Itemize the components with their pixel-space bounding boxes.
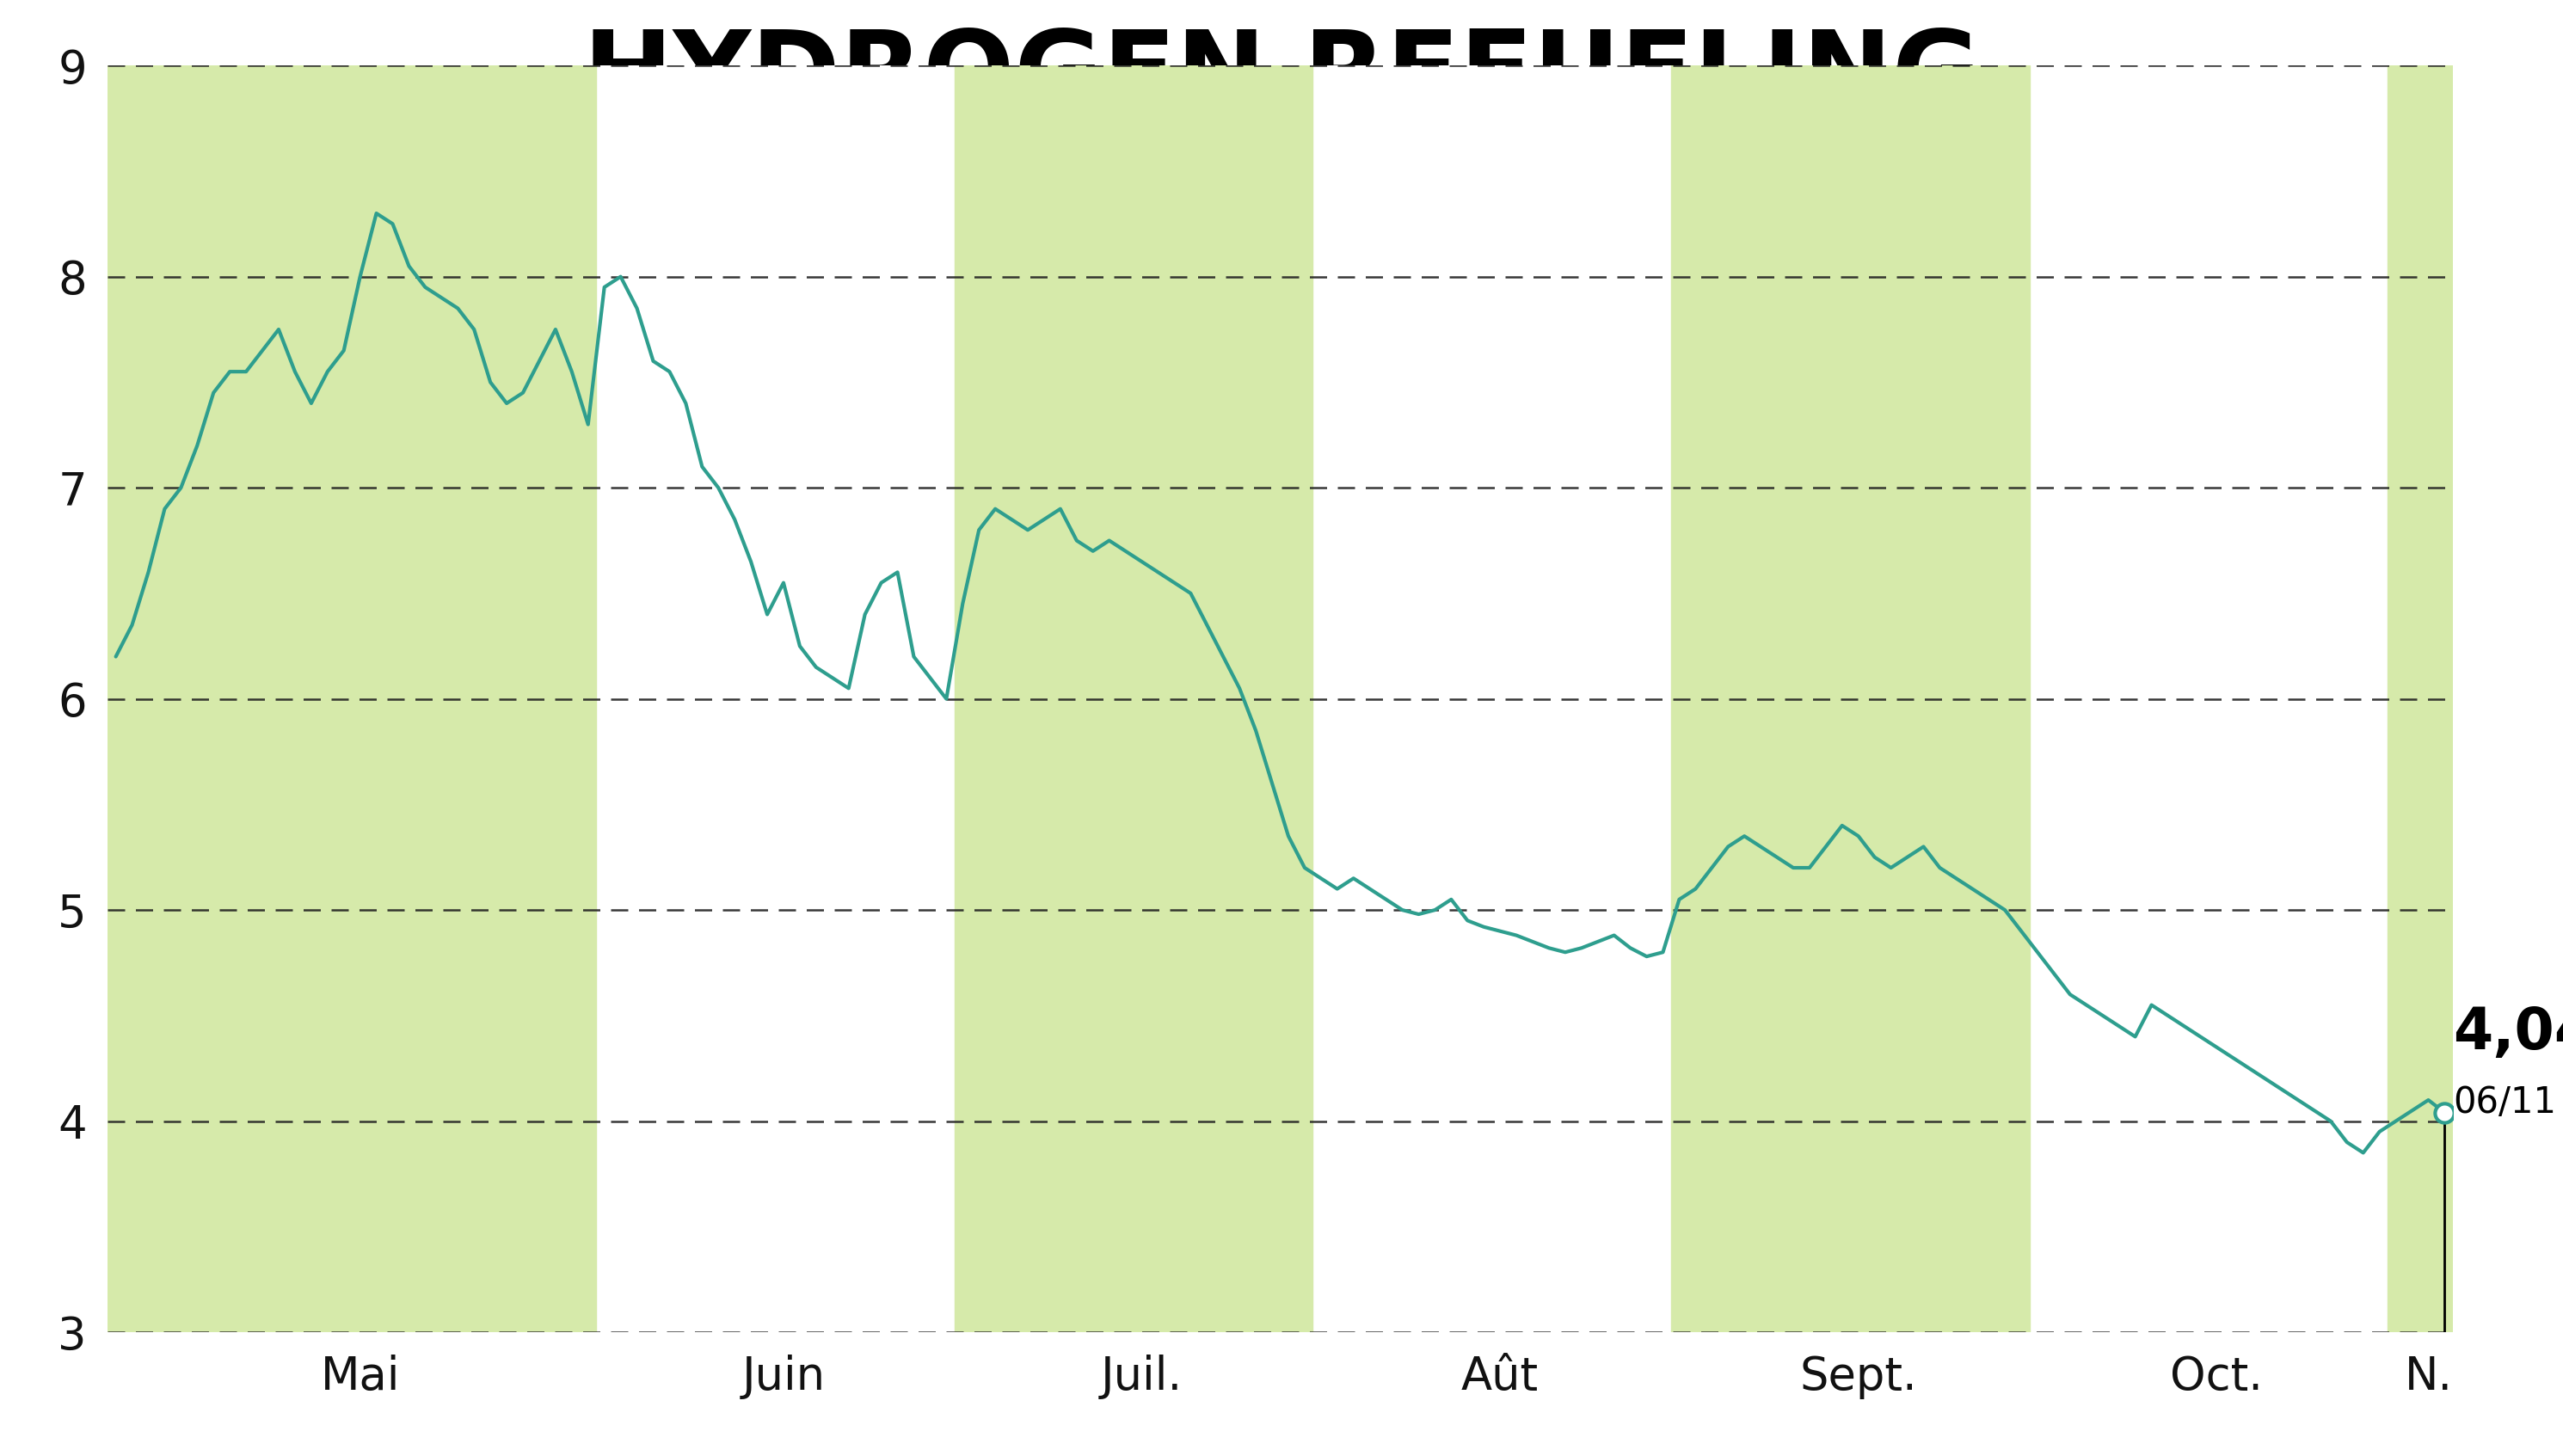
Text: HYDROGEN REFUELING: HYDROGEN REFUELING	[582, 26, 1981, 130]
Bar	[2389, 66, 2453, 1332]
Bar	[953, 66, 1312, 1332]
Bar	[108, 66, 597, 1332]
Text: 4,04: 4,04	[2453, 1005, 2563, 1061]
Text: 06/11: 06/11	[2453, 1085, 2555, 1120]
Bar	[1671, 66, 2030, 1332]
